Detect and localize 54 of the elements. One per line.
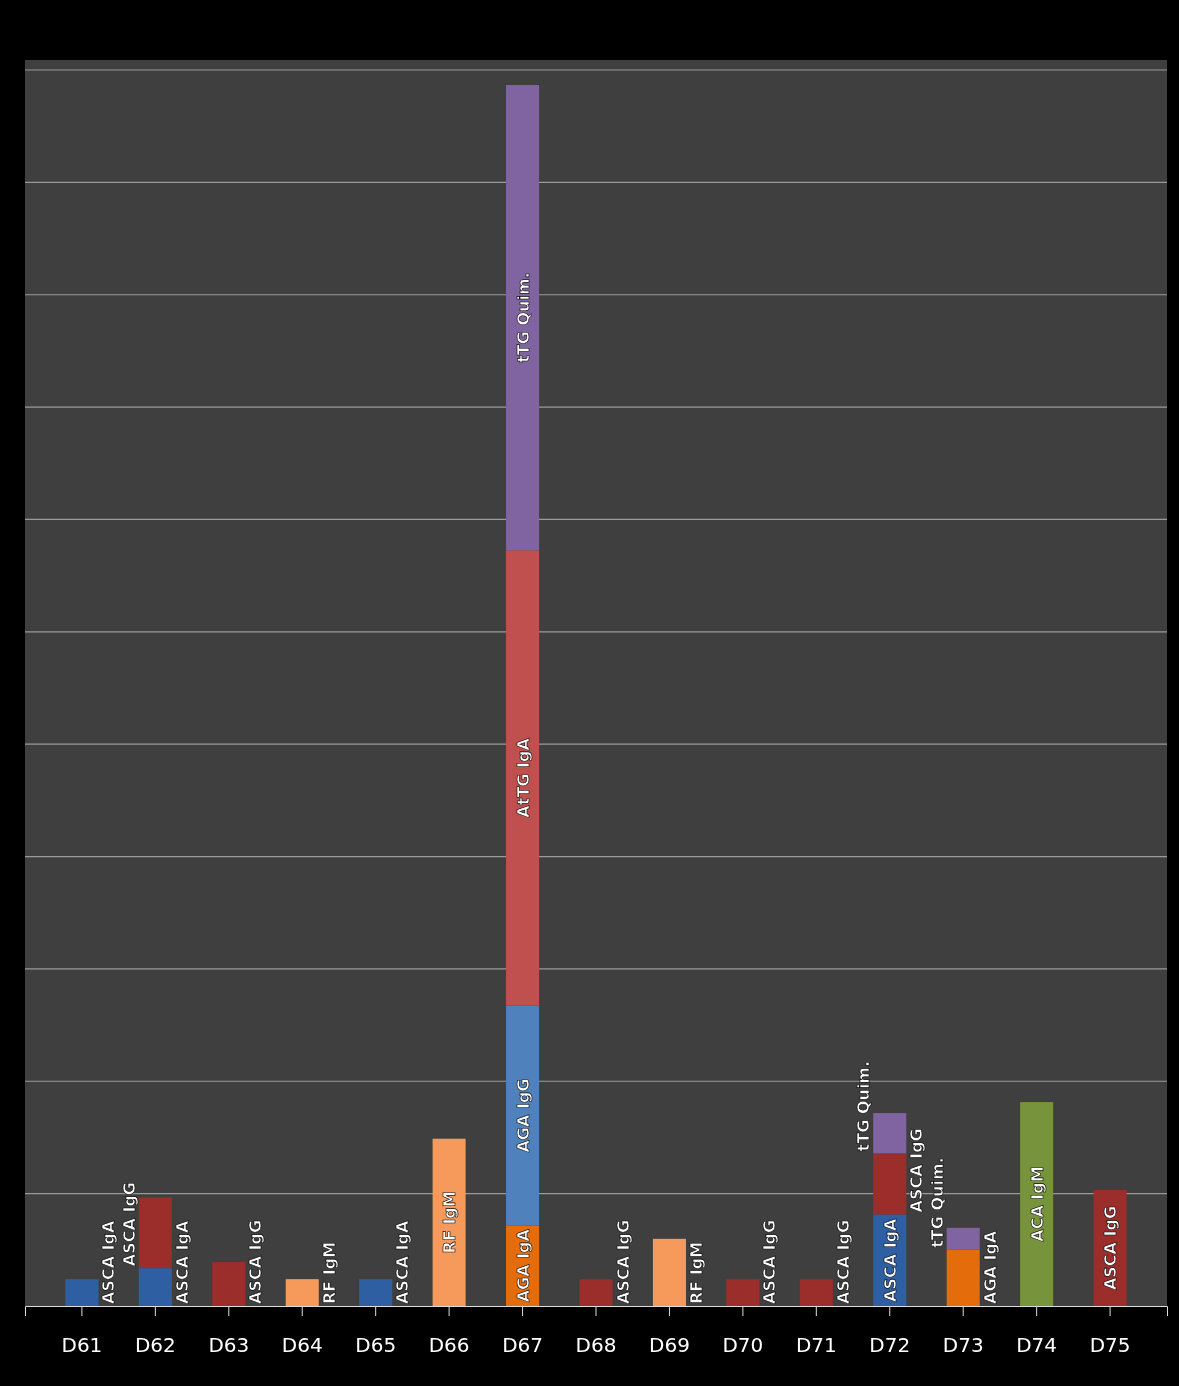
text: tTG Quim. [854,1060,874,1152]
bar [579,1279,613,1306]
x-tick-label: D65 [355,1333,397,1358]
bar [799,1279,833,1306]
text: tTG Quim. [513,272,533,363]
x-tick-label: D72 [869,1333,911,1358]
text: ASCA IgG [907,1128,927,1213]
x-tick-label: D61 [61,1333,103,1358]
series-label: AtTG IgA [513,737,533,818]
bar [65,1279,99,1306]
bar [506,1005,540,1226]
x-tick-label: D70 [722,1333,764,1358]
x-tick-label: D64 [281,1333,323,1358]
bar [873,1153,907,1215]
bar [726,1279,760,1306]
text: RF IgM [440,1191,460,1254]
x-tick-label: D73 [942,1333,984,1358]
series-label: ACA IgM [1027,1166,1047,1242]
text: ASCA IgA [172,1220,192,1304]
x-tick-label: D63 [208,1333,250,1358]
bar [652,1238,686,1306]
bar [946,1249,980,1306]
text: RF IgM [686,1241,706,1304]
text: ASCA IgG [1101,1205,1121,1291]
text: ASCA IgG [833,1219,853,1304]
bar [506,550,540,1006]
bar [138,1268,172,1306]
text: tTG Quim. [927,1157,947,1248]
series-label: AGA IgG [513,1078,533,1153]
text: ASCA IgG [760,1219,780,1304]
text: ASCA IgG [246,1219,266,1304]
text: AGA IgA [980,1230,1000,1304]
x-tick-label: D62 [134,1333,176,1358]
text: ASCA IgA [393,1220,413,1304]
x-tick-label: D75 [1089,1333,1131,1358]
bar [873,1113,907,1154]
bar [285,1279,319,1306]
x-tick-label: D67 [502,1333,543,1358]
bar [212,1262,246,1306]
bar [946,1227,980,1250]
x-tick-label: D74 [1016,1333,1058,1358]
x-tick-label: D66 [428,1333,470,1358]
x-tick-label: D68 [575,1333,617,1358]
bar [506,85,540,551]
bar [138,1197,172,1269]
x-tick-label: D69 [649,1333,690,1358]
text: ASCA IgG [119,1182,139,1267]
x-tick-label: D71 [795,1333,837,1358]
text: AGA IgA [513,1229,533,1303]
text: ASCA IgA [99,1219,119,1304]
text: ASCA IgG [613,1219,633,1304]
bar [359,1279,393,1306]
text: RF IgM [319,1241,339,1304]
text: ASCA IgA [880,1218,900,1302]
